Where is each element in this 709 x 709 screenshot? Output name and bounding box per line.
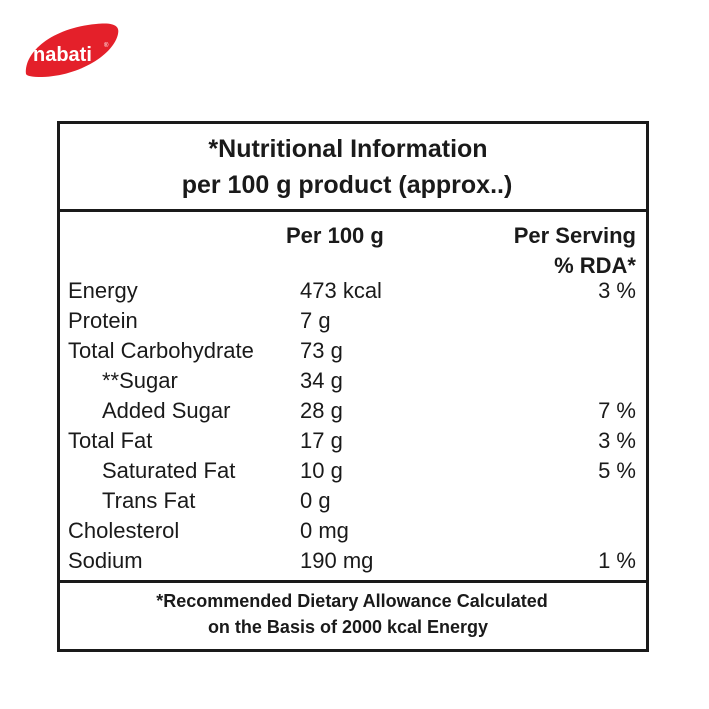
nutrient-row: Added Sugar 28 g 7 % (60, 396, 646, 426)
nutrient-row: Protein 7 g (60, 306, 646, 336)
nutrient-amount: 0 mg (300, 518, 349, 543)
nutrient-name: **Sugar (102, 368, 178, 393)
nutrient-rda: 3 % (598, 428, 636, 453)
nutrient-rda: 3 % (598, 278, 636, 303)
svg-text:®: ® (104, 42, 109, 49)
column-per-100g: Per 100 g (286, 223, 384, 248)
nutrient-amount: 28 g (300, 398, 343, 423)
nutrient-amount: 7 g (300, 308, 331, 333)
footer-note-line2: on the Basis of 2000 kcal Energy (207, 617, 489, 637)
footer-note-line1: *Recommended Dietary Allowance Calculate… (156, 591, 548, 611)
nutrient-name: Total Fat (68, 428, 153, 453)
logo-wordmark: nabati (33, 44, 92, 66)
nutrient-name: Saturated Fat (102, 458, 236, 483)
nutrient-row: Trans Fat 0 g (60, 486, 646, 516)
nutrient-name: Added Sugar (102, 398, 231, 423)
nutrition-footer: *Recommended Dietary Allowance Calculate… (60, 580, 646, 649)
header-subtitle: per 100 g product (approx..) (181, 171, 513, 199)
nutrient-row: Saturated Fat 10 g 5 % (60, 456, 646, 486)
nutrient-row: Total Fat 17 g 3 % (60, 426, 646, 456)
nutrient-amount: 0 g (300, 488, 331, 513)
nutrient-row: Sodium 190 mg 1 % (60, 546, 646, 576)
nutrition-header: *Nutritional Information per 100 g produ… (60, 124, 646, 212)
nutrient-row: Energy 473 kcal 3 % (60, 276, 646, 306)
nutrient-rda: 1 % (598, 548, 636, 573)
nutrient-row: **Sugar 34 g (60, 366, 646, 396)
nutrient-name: Trans Fat (102, 488, 196, 513)
column-per-serving: Per Serving (513, 223, 636, 248)
nutrient-amount: 17 g (300, 428, 343, 453)
nutrition-facts-panel: *Nutritional Information per 100 g produ… (57, 121, 649, 652)
nabati-logo: nabati ® (22, 22, 120, 78)
nutrient-amount: 34 g (300, 368, 343, 393)
nutrient-name: Protein (68, 308, 138, 333)
column-rda: % RDA* (554, 253, 636, 278)
nutrient-amount: 190 mg (300, 548, 374, 573)
nutrient-amount: 73 g (300, 338, 343, 363)
nutrient-amount: 473 kcal (300, 278, 382, 303)
nutrient-name: Energy (68, 278, 138, 303)
nutrient-row: Total Carbohydrate 73 g (60, 336, 646, 366)
nutrient-name: Sodium (68, 548, 143, 573)
nutrient-amount: 10 g (300, 458, 343, 483)
nutrient-rda: 5 % (598, 458, 636, 483)
nutrient-rda: 7 % (598, 398, 636, 423)
nutrient-name: Cholesterol (68, 518, 180, 543)
nutrient-name: Total Carbohydrate (68, 338, 254, 363)
nutrient-row: Cholesterol 0 mg (60, 516, 646, 546)
header-title: *Nutritional Information (208, 135, 488, 163)
